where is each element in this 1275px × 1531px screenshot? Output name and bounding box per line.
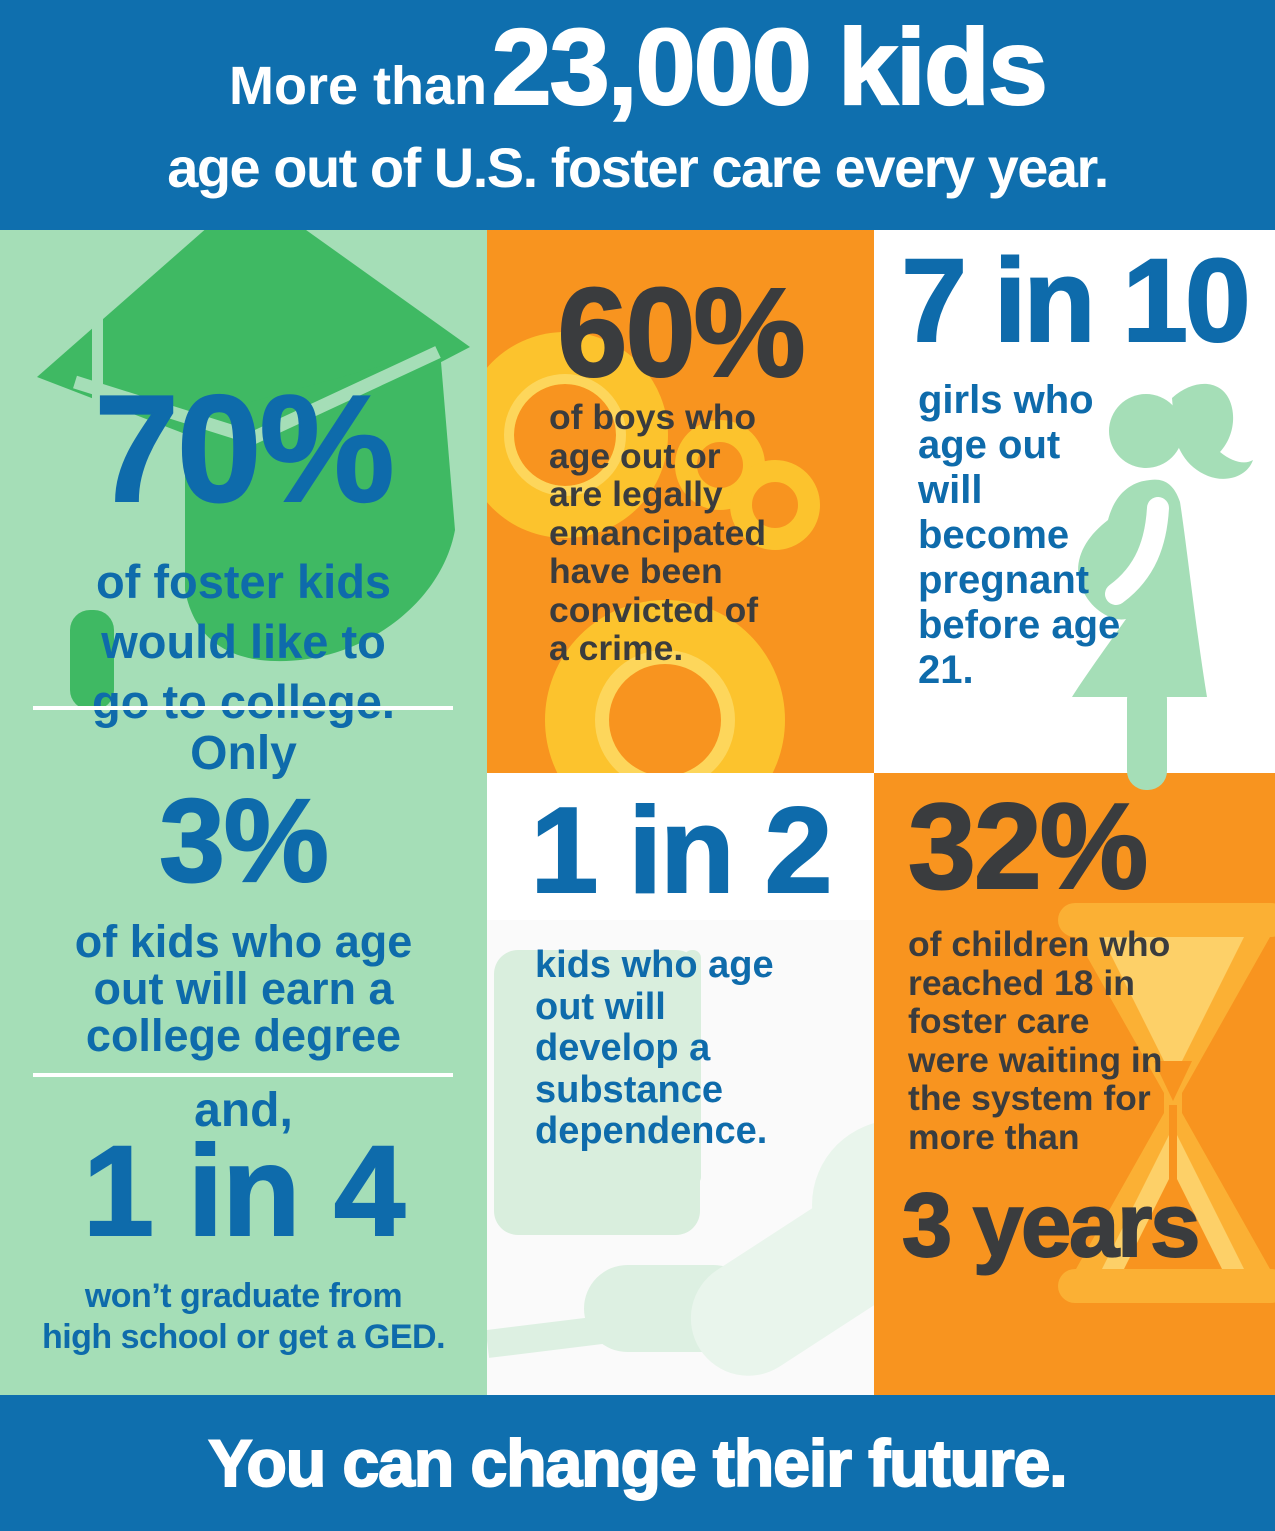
stat-description-line: go to college. [92,675,395,728]
stat-crime-description: of boys who age out or are legally emanc… [549,398,766,668]
stat-description-line: emancipated [549,512,767,553]
stat-description-line: develop a [535,1027,711,1069]
handcuffs-icon [487,332,820,773]
stat-description-line: out will earn a [93,963,394,1014]
header-line2: age out of U.S. foster care every year. [167,136,1109,199]
stat-description-line: of foster kids [95,555,392,608]
pill-bottle-icon [494,950,700,1235]
stat-description-line: college degree [85,1010,402,1061]
panel-waiting: 32% of children who reached 18 in foster… [874,773,1275,1395]
hourglass-icon [1058,903,1275,1303]
stat-waiting-32: 32% [907,778,1149,914]
column-middle: 60% of boys who age out or are legally e… [487,230,874,1395]
stat-description-line: of boys who [549,397,757,437]
stat-degree-description: of kids who age out will earn a college … [0,918,487,1059]
stat-description-line: substance [535,1068,723,1111]
stat-description-line: reached 18 in [908,962,1135,1003]
stat-description-line: were waiting in [908,1039,1163,1080]
stat-description-line: become [918,513,1070,557]
stat-substance-description: kids who age out will develop a substanc… [535,944,774,1153]
column-right: 7 in 10 girls who age out will become pr… [874,230,1275,1395]
header-line1: More than 23,000 kids [0,2,1275,165]
stat-description-line: pregnant [918,558,1090,602]
stat-college-description: of foster kids would like to go to colle… [0,552,487,732]
stat-description-line: girls who [918,378,1094,422]
stat-description-line: won’t graduate from [84,1277,403,1315]
pregnant-woman-icon [1072,383,1253,790]
panel-crime: 60% of boys who age out or are legally e… [487,230,874,773]
stat-description-line: would like to [101,615,386,668]
and-label: and, [194,1084,293,1137]
header-prefix: More than [229,56,488,116]
stat-description-line: have been [549,551,723,591]
divider [33,1073,453,1077]
stat-substance-1in2: 1 in 2 [530,782,834,918]
stat-pregnancy-7in10: 7 in 10 [900,235,1251,367]
stat-pregnancy-description: girls who age out will become pregnant b… [918,378,1120,693]
stat-description-line: high school or get a GED. [41,1318,446,1356]
stat-degree-3: 3% [158,775,330,907]
divider [33,706,453,710]
stat-description-line: age out or [549,435,721,476]
footer-message: You can change their future. [207,1425,1068,1501]
panel-pregnancy: 7 in 10 girls who age out will become pr… [874,230,1275,773]
stat-description-line: age out [918,423,1061,467]
stat-waiting-3years: 3 years [901,1176,1201,1276]
stat-description-line: will [918,468,983,512]
stat-description-line: of kids who age [74,916,413,967]
stat-description-line: before age [918,603,1121,647]
stat-description-line: kids who age [535,944,774,986]
header-headline: 23,000 kids [490,5,1048,128]
stat-description-line: more than [908,1116,1080,1157]
stat-description-line: are legally [549,474,723,514]
graduation-cap-icon [37,230,470,710]
stat-description-line: out will [535,985,666,1028]
pill-bottle-icon [684,950,701,1185]
stat-description-line: of children who [908,924,1171,964]
stat-description-line: 21. [918,648,974,692]
stat-description-line: convicted of [549,589,759,630]
stat-graduate-1in4: 1 in 4 [82,1120,406,1263]
only-label: Only [190,727,297,780]
stat-graduate-description: won’t graduate from high school or get a… [0,1276,487,1358]
stat-description-line: dependence. [535,1110,768,1152]
stat-crime-60: 60% [556,262,806,403]
panel-substance: 1 in 2 kids who age out will develop a s… [487,773,874,1395]
header-banner: More than 23,000 kids age out of U.S. fo… [0,0,1275,230]
panel-college: 70% of foster kids would like to go to c… [0,230,487,1395]
footer-banner: You can change their future. [0,1395,1275,1531]
stat-description-line: foster care [908,1001,1090,1041]
stat-college-70: 70% [93,364,395,534]
stat-description-line: a crime. [549,628,684,668]
stat-description-line: the system for [908,1078,1151,1118]
stat-waiting-description: of children who reached 18 in foster car… [908,925,1170,1156]
